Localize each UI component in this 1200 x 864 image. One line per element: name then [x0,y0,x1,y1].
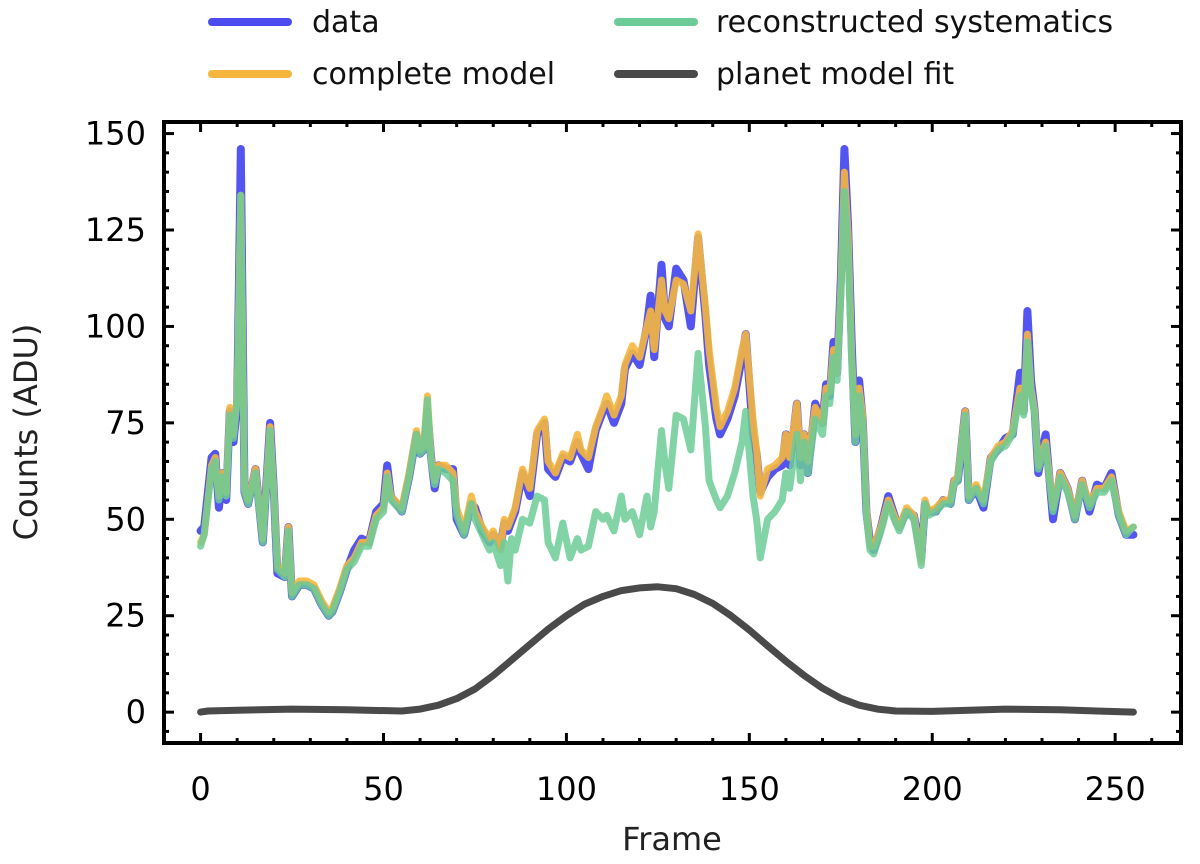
y-tick-label: 25 [105,597,146,635]
series-line-complete [197,168,1137,616]
legend-label-data: data [312,5,380,40]
legend-entry-complete-model: complete model [208,57,555,92]
legend-entry-data: data [208,5,380,40]
legend-label-reconstructed-systematics: reconstructed systematics [716,5,1113,40]
y-tick-label: 75 [105,404,146,442]
y-tick-label: 150 [85,115,146,153]
x-axis-label: Frame [622,820,722,858]
x-tick-label: 150 [719,770,780,808]
x-tick-label: 100 [536,770,597,808]
series-line-data [196,145,1138,620]
x-tick-label: 200 [902,770,963,808]
x-tick-label: 250 [1085,770,1146,808]
legend-entry-planet-model-fit: planet model fit [614,57,954,92]
y-tick-label: 100 [85,307,146,345]
series-line-planet [197,583,1137,716]
x-tick-label: 0 [190,770,210,808]
series-line-reconstructed [197,187,1137,620]
ticks-layer: 0 50 100 150 200 250 0 25 50 75 100 125 150 [85,115,1181,808]
legend-label-planet-model-fit: planet model fit [716,57,954,92]
y-tick-label: 50 [105,500,146,538]
y-axis-label: Counts (ADU) [7,324,45,541]
x-tick-label: 50 [363,770,404,808]
series-layer [196,145,1138,716]
legend-label-complete-model: complete model [312,57,555,92]
y-tick-label: 0 [126,693,146,731]
plot-frame [162,120,1183,745]
legend-entry-reconstructed-systematics: reconstructed systematics [614,5,1113,40]
legend: data reconstructed systematics complete … [208,5,1113,92]
y-tick-label: 125 [85,211,146,249]
